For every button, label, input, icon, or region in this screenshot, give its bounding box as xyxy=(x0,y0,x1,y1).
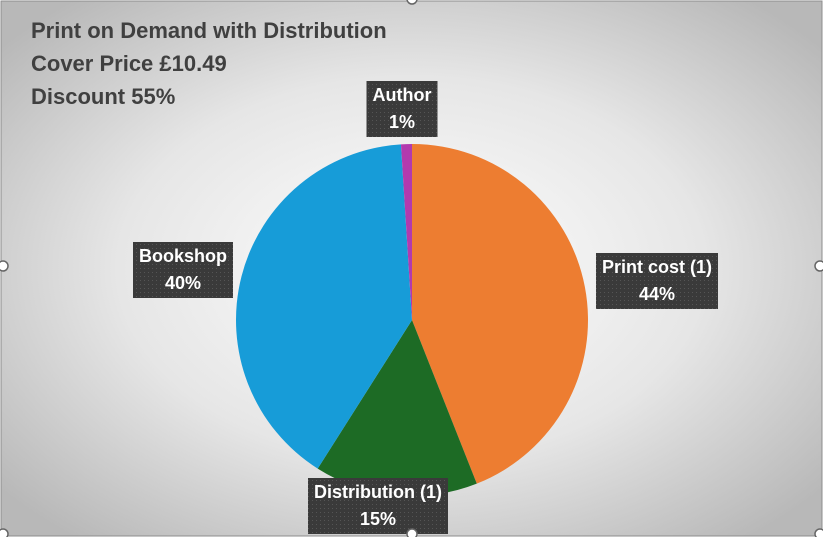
data-label-name: Distribution (1) xyxy=(314,482,442,502)
chart-title: Cover Price £10.49 xyxy=(31,51,227,76)
data-label-name: Print cost (1) xyxy=(602,257,712,277)
data-label-value: 15% xyxy=(360,509,396,529)
data-label-box xyxy=(133,242,233,298)
pie-slice xyxy=(412,144,589,484)
pie-slice xyxy=(235,144,412,469)
data-label-value: 40% xyxy=(165,273,201,293)
data-label-name: Author xyxy=(373,85,432,105)
pie-slice xyxy=(400,144,412,320)
chart-title: Print on Demand with Distribution xyxy=(31,18,387,43)
data-label-box xyxy=(366,81,438,137)
data-label-value: 1% xyxy=(389,112,415,132)
data-label-value: 44% xyxy=(639,284,675,304)
data-label-name: Bookshop xyxy=(139,246,227,266)
data-label-box xyxy=(595,253,719,309)
pie-slice xyxy=(317,320,477,496)
data-label-box xyxy=(308,478,448,534)
chart-title: Discount 55% xyxy=(31,84,175,109)
